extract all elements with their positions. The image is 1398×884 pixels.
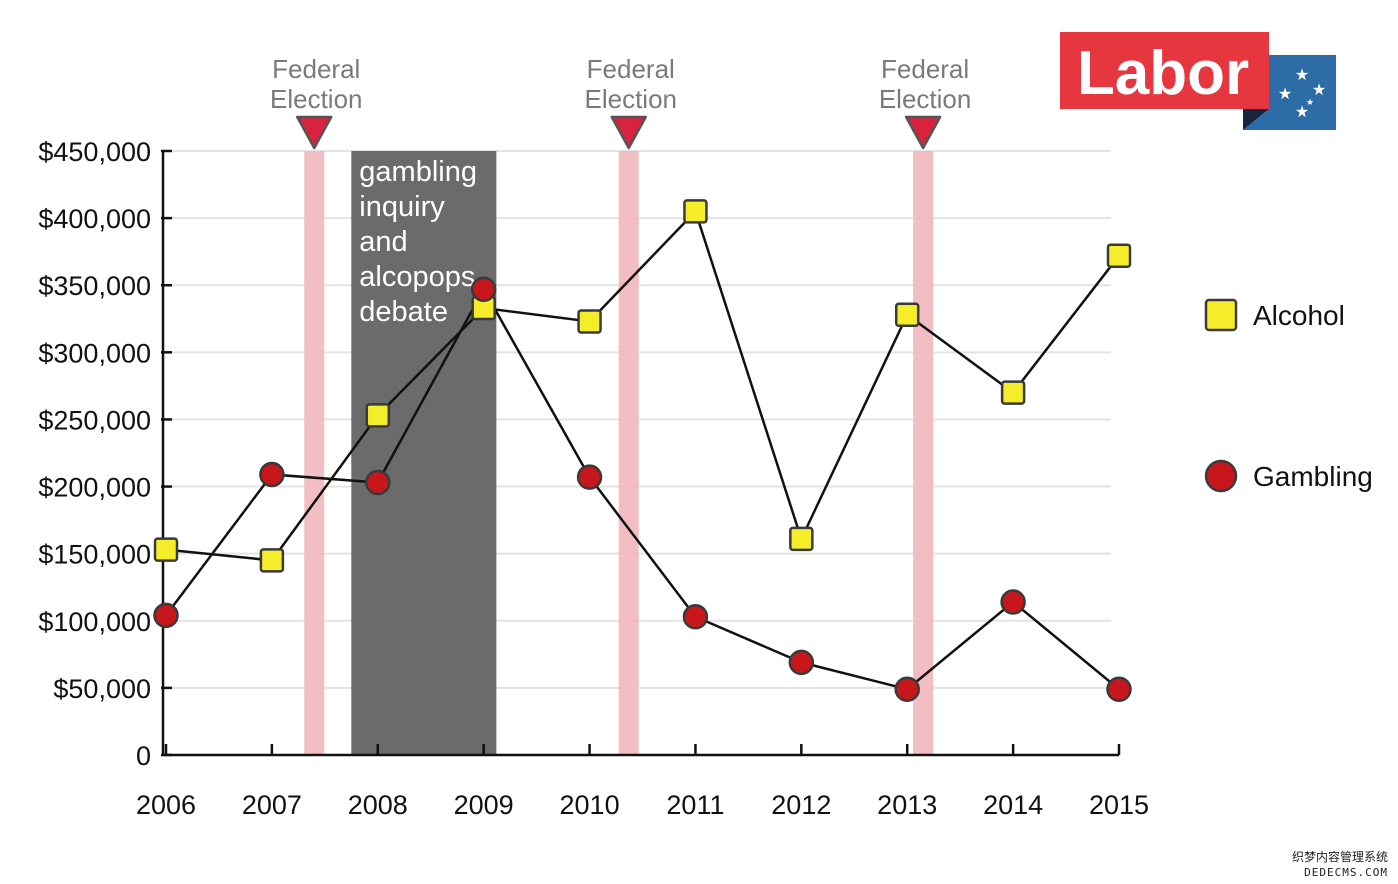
gambling-point xyxy=(682,604,709,630)
alcohol-point xyxy=(577,309,602,334)
svg-text:★: ★ xyxy=(1312,80,1326,99)
svg-text:★: ★ xyxy=(1306,98,1314,108)
gambling-point xyxy=(576,464,603,490)
election-marker-icon xyxy=(610,115,647,150)
alcohol-point xyxy=(365,403,391,428)
alcohol-legend-swatch xyxy=(1204,298,1238,332)
alcohol-point xyxy=(789,526,814,552)
gambling-series-line xyxy=(165,286,1120,691)
logo-dark-fold xyxy=(1243,109,1269,130)
y-tick-label: $100,000 xyxy=(38,607,151,637)
watermark: 织梦内容管理系统 DEDECMS.COM xyxy=(1292,849,1388,879)
x-tick-label: 2015 xyxy=(1089,790,1149,820)
period-label: and xyxy=(359,226,407,258)
x-tick-label: 2014 xyxy=(983,790,1043,820)
election-marker-icon xyxy=(904,115,942,150)
watermark-line1: 织梦内容管理系统 xyxy=(1292,849,1388,864)
y-tick-label: $450,000 xyxy=(38,137,151,167)
period-label: inquiry xyxy=(359,191,445,223)
gambling-point xyxy=(788,649,815,676)
period-label: debate xyxy=(359,296,448,328)
alcohol-legend-label: Alcohol xyxy=(1253,300,1345,331)
x-tick-label: 2012 xyxy=(771,790,831,820)
period-band-rect xyxy=(351,151,497,755)
gambling-point xyxy=(259,461,285,488)
y-tick-label: $200,000 xyxy=(38,473,151,503)
election-band xyxy=(618,151,639,755)
election-marker-icon xyxy=(295,115,333,150)
star-icon: ★ ★ ★ ★ ★ xyxy=(1278,65,1326,121)
alcohol-point xyxy=(683,199,708,224)
svg-text:★: ★ xyxy=(1278,84,1292,103)
election-label: Federal xyxy=(587,54,675,84)
legend: Alcohol Gambling xyxy=(1204,298,1373,493)
svg-text:★: ★ xyxy=(1295,102,1309,121)
alcohol-point xyxy=(259,548,285,573)
series-layer xyxy=(153,199,1132,702)
election-band xyxy=(913,151,934,755)
gambling-point xyxy=(470,276,497,302)
election-band xyxy=(304,151,325,755)
alcohol-point xyxy=(153,537,179,562)
election-label: Election xyxy=(584,84,677,114)
gambling-point xyxy=(365,469,391,496)
x-tick-label: 2008 xyxy=(348,790,408,820)
gambling-point xyxy=(894,676,920,702)
election-bands: FederalElectionFederalElectionFederalEle… xyxy=(270,54,971,755)
logo-text: Labor xyxy=(1077,39,1249,108)
alcohol-point xyxy=(1106,243,1132,268)
x-tick-label: 2009 xyxy=(454,790,514,820)
y-tick-label: $250,000 xyxy=(38,405,151,435)
gambling-point xyxy=(153,602,179,629)
x-tick-labels: 2006 2007 2008 2009 2010 2011 2012 2013 2014 2015 xyxy=(136,790,1149,820)
period-label: alcopops xyxy=(359,261,475,293)
gambling-point xyxy=(1106,676,1132,702)
watermark-line2: DEDECMS.COM xyxy=(1304,866,1388,879)
election-label: Federal xyxy=(272,54,360,84)
logo-red-block xyxy=(1060,32,1269,109)
y-tick-label: $300,000 xyxy=(38,338,151,368)
y-tick-label: $350,000 xyxy=(38,271,151,301)
alcohol-point xyxy=(894,302,920,328)
y-tick-label: $400,000 xyxy=(38,204,151,234)
gambling-point xyxy=(1000,589,1026,615)
alcohol-point xyxy=(1000,380,1026,405)
election-label: Federal xyxy=(881,54,969,84)
x-tick-label: 2010 xyxy=(560,790,620,820)
logo-blue-flag xyxy=(1243,55,1336,130)
x-tick-label: 2006 xyxy=(136,790,196,820)
x-tick-label: 2007 xyxy=(242,790,302,820)
election-label: Election xyxy=(879,84,972,114)
x-tick-label: 2013 xyxy=(877,790,937,820)
y-tick-label: 0 xyxy=(136,741,151,771)
y-tick-label: $50,000 xyxy=(53,674,151,704)
gambling-legend-swatch xyxy=(1204,459,1238,493)
gambling-legend-label: Gambling xyxy=(1253,461,1373,492)
labor-logo: ★ ★ ★ ★ ★ Labor xyxy=(1060,32,1336,130)
svg-text:★: ★ xyxy=(1295,65,1309,84)
period-label: gambling xyxy=(359,156,477,188)
y-tick-label: $150,000 xyxy=(38,540,151,570)
alcohol-series-line xyxy=(165,209,1120,562)
x-tick-label: 2011 xyxy=(666,790,724,820)
y-tick-labels: 0 $50,000 $100,000 $150,000 $200,000 $250,000… xyxy=(38,137,151,771)
election-label: Election xyxy=(270,84,363,114)
